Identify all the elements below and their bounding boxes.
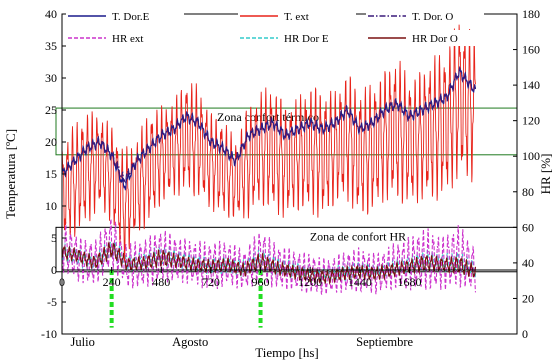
legend-bg-5 — [366, 30, 484, 46]
legend-bg-0 — [66, 8, 184, 24]
series-line-5 — [61, 240, 477, 286]
legend-label-4: HR Dor E — [284, 33, 329, 45]
x-tick-label-0: 0 — [59, 275, 65, 289]
y-axis-label: Temperatura [ºC] — [3, 129, 18, 219]
y-tick-label-5: 15 — [45, 167, 57, 181]
x-tick-label-2: 480 — [152, 275, 170, 289]
legend-bg-3 — [66, 30, 184, 46]
y-tick-label-4: 10 — [45, 199, 57, 213]
y2-tick-label-4: 80 — [522, 185, 534, 199]
legend-label-2: T. Dor. O — [412, 11, 453, 23]
legend-label-3: HR ext — [112, 33, 143, 45]
y-tick-label-9: 35 — [45, 39, 57, 53]
y2-tick-label-0: 0 — [522, 327, 528, 341]
y-tick-label-2: 0 — [51, 263, 57, 277]
y2-tick-label-8: 160 — [522, 43, 540, 57]
x-tick-label-5: 1200 — [298, 275, 322, 289]
legend-bg-4 — [238, 30, 356, 46]
y2-tick-label-5: 100 — [522, 149, 540, 163]
legend-bg-1 — [238, 8, 356, 24]
y2-tick-label-3: 60 — [522, 220, 534, 234]
y2-tick-label-2: 40 — [522, 256, 534, 270]
y-tick-label-7: 25 — [45, 103, 57, 117]
x-tick-label-1: 240 — [103, 275, 121, 289]
x-tick-label-7: 1680 — [397, 275, 421, 289]
legend-label-1: T. ext — [284, 11, 309, 23]
x-tick-label-6: 1440 — [348, 275, 372, 289]
y2-axis-label: HR [%] — [538, 154, 553, 195]
y-tick-label-0: -10 — [41, 327, 57, 341]
series-line-1 — [61, 24, 476, 262]
series-line-3 — [61, 217, 477, 295]
x-tick-label-3: 720 — [202, 275, 220, 289]
month-label-0: Julio — [71, 335, 95, 349]
legend-label-5: HR Dor O — [412, 33, 458, 45]
x-tick-label-4: 960 — [252, 275, 270, 289]
legend-bg-2 — [366, 8, 484, 24]
month-label-1: Agosto — [172, 335, 208, 349]
y-tick-label-10: 40 — [45, 7, 57, 21]
y2-tick-label-1: 20 — [522, 291, 534, 305]
x-axis-label: Tiempo [hs] — [255, 345, 318, 360]
y-tick-label-6: 20 — [45, 135, 57, 149]
y2-tick-label-7: 140 — [522, 78, 540, 92]
y-tick-label-1: -5 — [47, 295, 57, 309]
month-label-2: Septiembre — [356, 335, 413, 349]
y2-tick-label-9: 180 — [522, 7, 540, 21]
legend-label-0: T. Dor.E — [112, 11, 150, 23]
y-tick-label-8: 30 — [45, 71, 57, 85]
y-tick-label-3: 5 — [51, 231, 57, 245]
y2-tick-label-6: 120 — [522, 114, 540, 128]
series-line-2 — [61, 65, 477, 185]
comfort-zone-label-0: Zona confort térmico — [217, 110, 319, 124]
comfort-zone-label-1: Zona de confort HR — [310, 229, 406, 243]
